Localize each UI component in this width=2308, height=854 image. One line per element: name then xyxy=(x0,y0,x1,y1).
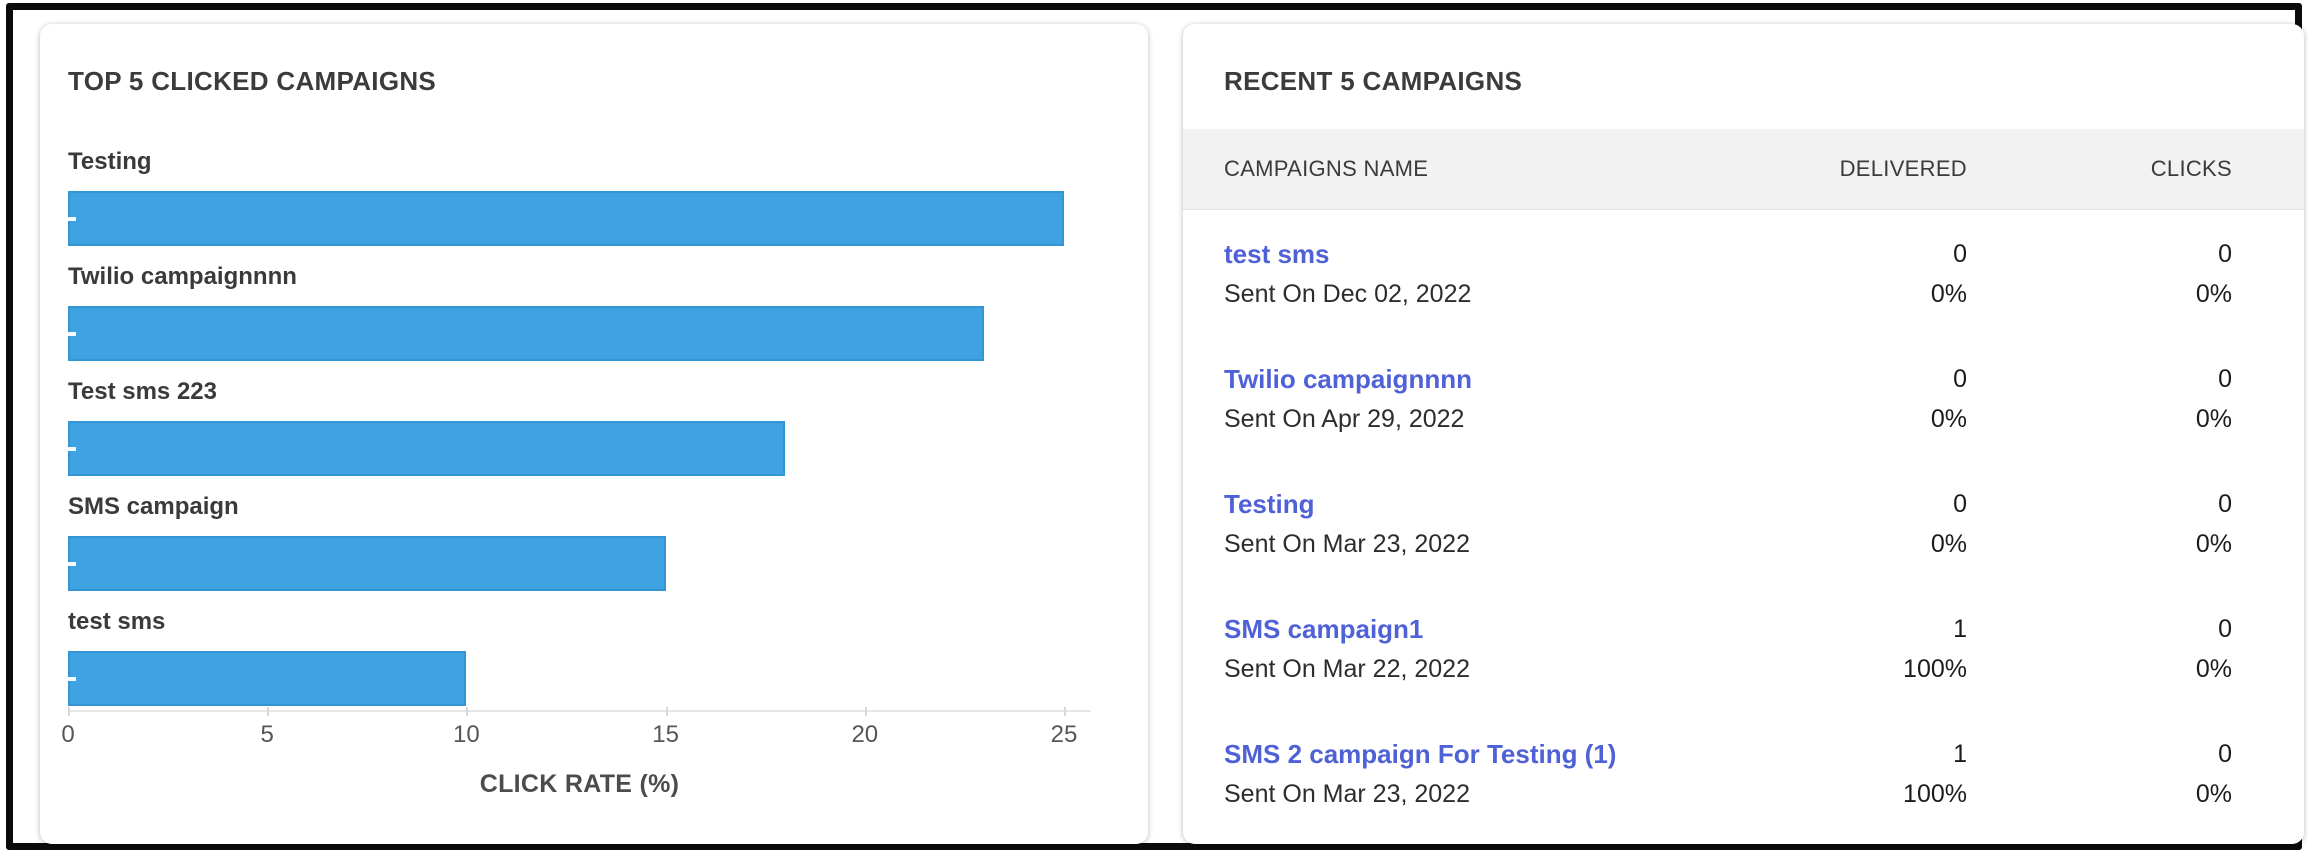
bar xyxy=(60,421,786,476)
campaign-name-link[interactable]: Twilio campaignnnn xyxy=(1224,364,1472,394)
campaign-sent-date: Sent On Mar 22, 2022 xyxy=(1224,655,1470,683)
chart-group: Twilio campaignnnn xyxy=(60,261,1091,361)
bar-track xyxy=(60,536,1091,591)
clicks-count: 0 xyxy=(2218,365,2232,393)
delivered-count: 0 xyxy=(1953,240,1967,268)
table-row: SMS campaign1 Sent On Mar 22, 2022 1 100… xyxy=(1183,585,2304,710)
chart-groups: Testing Twilio campaignnnn Test sms 223 SMS… xyxy=(60,146,1091,706)
x-axis-tick-labels: 0 5 10 15 20 25 xyxy=(61,712,1091,748)
campaign-sent-date: Sent On Apr 29, 2022 xyxy=(1224,405,1465,433)
bar xyxy=(60,536,666,591)
delivered-count: 0 xyxy=(1953,365,1967,393)
clicks-percent: 0% xyxy=(2195,280,2232,308)
bar-category-label: Testing xyxy=(68,148,152,175)
chart-panel-title: TOP 5 CLICKED CAMPAIGNS xyxy=(68,66,437,96)
campaign-sent-date: Sent On Mar 23, 2022 xyxy=(1224,530,1470,558)
x-axis-tick-label: 25 xyxy=(1050,721,1078,748)
campaign-sent-date: Sent On Dec 02, 2022 xyxy=(1224,280,1472,308)
header-campaigns-name: CAMPAIGNS NAME xyxy=(1224,156,1429,181)
bar-track xyxy=(60,651,1091,706)
bar-category-label: Test sms 223 xyxy=(68,378,217,405)
x-axis-tick-mark xyxy=(68,707,70,716)
recent-campaigns-card: RECENT 5 CAMPAIGNS CAMPAIGNS NAME DELIVE… xyxy=(1183,24,2304,844)
campaign-name-link[interactable]: SMS campaign1 xyxy=(1224,614,1424,644)
bar xyxy=(60,306,985,361)
x-axis-tick-mark xyxy=(1064,707,1066,716)
click-rate-bar-chart: Testing Twilio campaignnnn Test sms 223 SMS… xyxy=(60,146,1091,799)
bar-category-label: SMS campaign xyxy=(68,493,239,520)
bar-category-label: test sms xyxy=(68,608,166,635)
category-axis-tick xyxy=(60,216,76,221)
clicks-percent: 0% xyxy=(2195,405,2232,433)
x-axis-tick-mark xyxy=(267,707,270,716)
table-panel-title: RECENT 5 CAMPAIGNS xyxy=(1224,66,1523,96)
table-body: test sms Sent On Dec 02, 2022 0 0% 0 0% … xyxy=(1183,210,2304,835)
table-header-row: CAMPAIGNS NAME DELIVERED CLICKS xyxy=(1183,129,2304,210)
clicks-percent: 0% xyxy=(2195,780,2232,808)
delivered-percent: 100% xyxy=(1903,780,1967,808)
header-clicks: CLICKS xyxy=(2150,156,2232,181)
delivered-percent: 100% xyxy=(1903,655,1967,683)
clicks-count: 0 xyxy=(2218,615,2232,643)
x-axis-tick-label: 10 xyxy=(453,721,480,748)
campaign-sent-date: Sent On Mar 23, 2022 xyxy=(1224,780,1470,808)
clicks-percent: 0% xyxy=(2195,655,2232,683)
screenshot-frame: TOP 5 CLICKED CAMPAIGNS Testing Twilio ca… xyxy=(6,3,2304,850)
x-axis-tick-label: 5 xyxy=(260,721,274,748)
clicks-count: 0 xyxy=(2218,740,2232,768)
top-clicked-campaigns-card: TOP 5 CLICKED CAMPAIGNS Testing Twilio ca… xyxy=(40,24,1148,844)
chart-group: SMS campaign xyxy=(60,491,1091,591)
bar-track xyxy=(60,191,1091,246)
x-axis-tick-label: 20 xyxy=(851,721,879,748)
delivered-percent: 0% xyxy=(1930,530,1967,558)
x-axis-tick-mark xyxy=(864,707,867,716)
bar-category-label: Twilio campaignnnn xyxy=(68,263,297,290)
header-delivered: DELIVERED xyxy=(1839,156,1967,181)
x-axis-tick-label: 15 xyxy=(652,721,679,748)
x-axis-line xyxy=(68,707,1091,716)
table-row: SMS 2 campaign For Testing (1) Sent On M… xyxy=(1183,710,2304,835)
bar xyxy=(60,191,1064,246)
x-axis-title: CLICK RATE (%) xyxy=(479,770,680,798)
x-axis-tick-mark xyxy=(466,707,469,716)
campaign-name-link[interactable]: SMS 2 campaign For Testing (1) xyxy=(1224,739,1617,769)
chart-group: Test sms 223 xyxy=(60,376,1091,476)
chart-group: Testing xyxy=(60,146,1091,246)
campaign-name-link[interactable]: test sms xyxy=(1224,239,1330,269)
table-row: test sms Sent On Dec 02, 2022 0 0% 0 0% xyxy=(1183,210,2304,335)
category-axis-tick xyxy=(60,331,76,336)
category-axis-tick xyxy=(60,561,76,566)
chart-group: test sms xyxy=(60,606,1091,706)
clicks-count: 0 xyxy=(2218,490,2232,518)
delivered-percent: 0% xyxy=(1930,405,1967,433)
campaign-name-link[interactable]: Testing xyxy=(1224,489,1315,519)
bar-track xyxy=(60,421,1091,476)
delivered-count: 1 xyxy=(1953,740,1967,768)
category-axis-tick xyxy=(60,446,76,451)
delivered-count: 1 xyxy=(1953,615,1967,643)
delivered-count: 0 xyxy=(1953,490,1967,518)
bar-track xyxy=(60,306,1091,361)
table-row: Testing Sent On Mar 23, 2022 0 0% 0 0% xyxy=(1183,460,2304,585)
clicks-count: 0 xyxy=(2218,240,2232,268)
bar xyxy=(60,651,467,706)
clicks-percent: 0% xyxy=(2195,530,2232,558)
x-axis-tick-label: 0 xyxy=(61,721,75,748)
category-axis-tick xyxy=(60,676,76,681)
x-axis-tick-mark xyxy=(665,707,668,716)
delivered-percent: 0% xyxy=(1930,280,1967,308)
table-row: Twilio campaignnnn Sent On Apr 29, 2022 … xyxy=(1183,335,2304,460)
